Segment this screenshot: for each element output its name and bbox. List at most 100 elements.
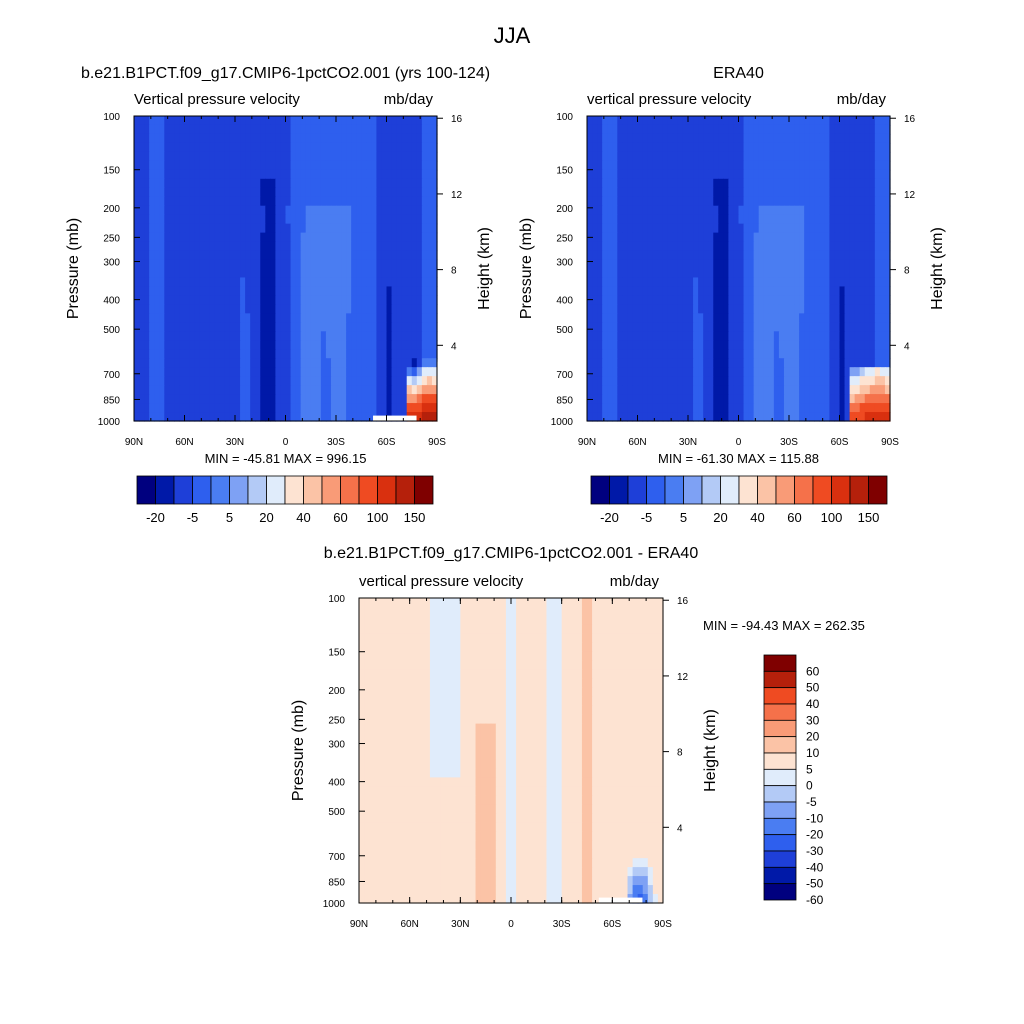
contour-cell bbox=[275, 331, 282, 341]
contour-cell bbox=[144, 412, 150, 422]
colorbar-label: -5 bbox=[641, 510, 653, 525]
contour-cell bbox=[275, 187, 282, 198]
contour-cell bbox=[566, 669, 573, 680]
contour-cell bbox=[341, 214, 347, 225]
contour-cell bbox=[657, 286, 664, 297]
contour-cell bbox=[708, 295, 714, 305]
contour-cell bbox=[773, 403, 780, 413]
contour-cell bbox=[280, 385, 287, 395]
contour-cell bbox=[361, 250, 367, 261]
contour-cell bbox=[768, 358, 775, 368]
contour-cell bbox=[667, 124, 674, 135]
contour-cell bbox=[657, 124, 664, 135]
contour-cell bbox=[521, 624, 527, 635]
contour-cell bbox=[632, 232, 639, 243]
contour-cell bbox=[184, 187, 191, 198]
contour-cell bbox=[381, 196, 388, 207]
contour-cell bbox=[657, 214, 664, 225]
contour-cell bbox=[229, 250, 236, 261]
contour-cell bbox=[758, 214, 765, 225]
contour-cell bbox=[607, 124, 613, 135]
contour-cell bbox=[632, 124, 639, 135]
contour-cell bbox=[409, 606, 416, 617]
contour-cell bbox=[642, 687, 649, 698]
contour-cell bbox=[864, 313, 871, 323]
contour-cell bbox=[431, 331, 438, 341]
contour-cell bbox=[617, 358, 623, 368]
contour-cell bbox=[693, 322, 699, 332]
contour-cell bbox=[419, 651, 426, 662]
contour-cell bbox=[270, 295, 276, 305]
contour-cell bbox=[587, 331, 593, 341]
contour-cell bbox=[381, 205, 388, 216]
contour-cell bbox=[592, 178, 598, 189]
contour-cell bbox=[169, 133, 175, 144]
contour-cell bbox=[612, 304, 618, 314]
contour-cell bbox=[401, 160, 408, 171]
contour-cell bbox=[199, 169, 206, 180]
contour-cell bbox=[592, 232, 598, 243]
contour-cell bbox=[361, 232, 367, 243]
contour-cell bbox=[346, 331, 352, 341]
contour-cell bbox=[219, 196, 226, 207]
contour-cell bbox=[320, 394, 327, 404]
contour-cell bbox=[708, 250, 714, 261]
contour-cell bbox=[617, 403, 623, 413]
contour-cell bbox=[778, 295, 785, 305]
contour-cell bbox=[597, 214, 603, 225]
contour-cell bbox=[209, 116, 216, 126]
contour-cell bbox=[869, 259, 876, 270]
contour-cell bbox=[336, 151, 342, 162]
contour-cell bbox=[356, 169, 362, 180]
contour-cell bbox=[369, 660, 375, 671]
contour-cell bbox=[421, 340, 428, 350]
contour-cell bbox=[255, 277, 261, 288]
contour-cell bbox=[783, 286, 790, 297]
contour-cell bbox=[637, 151, 644, 162]
contour-cell bbox=[688, 232, 694, 243]
contour-cell bbox=[330, 259, 337, 270]
contour-cell bbox=[401, 241, 408, 252]
contour-cell bbox=[698, 367, 704, 377]
contour-cell bbox=[351, 169, 357, 180]
contour-cell bbox=[672, 116, 679, 126]
contour-cell bbox=[804, 313, 810, 323]
contour-cell bbox=[250, 277, 256, 288]
contour-cell bbox=[713, 403, 719, 413]
contour-cell bbox=[209, 187, 216, 198]
contour-cell bbox=[149, 322, 155, 332]
contour-cell bbox=[733, 178, 740, 189]
contour-cell bbox=[778, 313, 785, 323]
contour-cell bbox=[214, 241, 221, 252]
contour-cell bbox=[379, 633, 385, 644]
contour-cell bbox=[561, 598, 568, 608]
contour-cell bbox=[209, 250, 216, 261]
contour-cell bbox=[426, 250, 433, 261]
contour-cell bbox=[839, 116, 846, 126]
contour-cell bbox=[450, 660, 456, 671]
contour-cell bbox=[657, 606, 664, 617]
contour-cell bbox=[809, 349, 815, 359]
contour-cell bbox=[743, 169, 750, 180]
contour-cell bbox=[576, 642, 583, 653]
contour-cell bbox=[164, 187, 170, 198]
contour-cell bbox=[255, 304, 261, 314]
contour-cell bbox=[642, 268, 649, 279]
contour-cell bbox=[834, 340, 841, 350]
contour-cell bbox=[597, 277, 603, 288]
contour-cell bbox=[874, 133, 881, 144]
contour-cell bbox=[819, 187, 825, 198]
contour-cell bbox=[834, 394, 841, 404]
contour-cell bbox=[804, 223, 810, 234]
contour-cell bbox=[401, 367, 408, 377]
contour-cell bbox=[240, 205, 246, 216]
contour-cell bbox=[677, 268, 684, 279]
contour-cell bbox=[235, 322, 241, 332]
contour-cell bbox=[682, 286, 689, 297]
contour-cell bbox=[657, 633, 664, 644]
contour-cell bbox=[416, 151, 423, 162]
contour-cell bbox=[854, 142, 861, 153]
contour-cell bbox=[703, 214, 709, 225]
contour-cell bbox=[592, 214, 598, 225]
contour-cell bbox=[330, 124, 337, 135]
